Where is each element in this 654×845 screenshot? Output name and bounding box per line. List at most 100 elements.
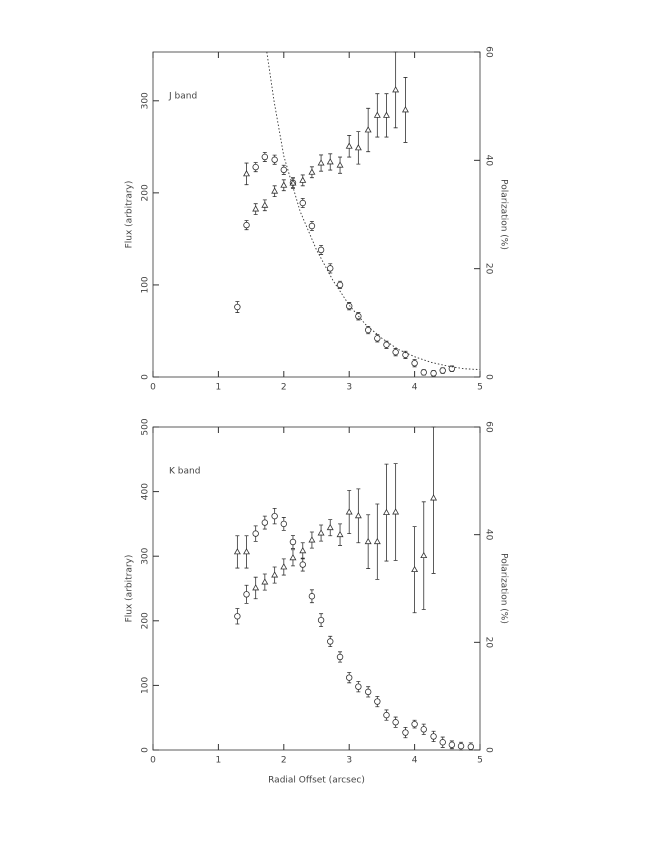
panel-label: J band [168,92,197,102]
polarization-point [364,537,372,545]
polarization-point [299,176,307,183]
polarization-point [401,106,409,113]
x-tick-label: 0 [150,756,156,766]
y-tick-label: 300 [141,547,151,564]
flux-point [234,613,241,620]
flux-point [261,519,269,526]
flux-point [402,729,409,736]
polarization-point [336,161,344,168]
polarization-point [280,563,288,570]
polarization-point [308,168,316,175]
flux-point [383,341,390,348]
flux-point [383,711,390,719]
fit-curve [266,51,481,371]
polarization-point [289,553,297,561]
flux-point [355,683,362,690]
y-tick-label: 200 [141,184,151,201]
y2-tick-label: 60 [484,421,494,433]
y2-tick-label: 20 [484,263,494,275]
flux-point [234,303,241,311]
polarization-point [411,565,419,573]
y-tick-label: 500 [141,418,151,435]
polarization-point [345,508,353,515]
polarization-point [243,548,251,555]
flux-point [411,720,418,728]
x-tick-label: 1 [216,756,222,766]
flux-point [308,222,316,230]
plot-frame [152,426,481,751]
flux-point [346,302,353,310]
x-tick-label: 4 [412,756,418,766]
x-tick-label: 1 [216,383,222,393]
flux-point [374,335,381,342]
polarization-point [252,205,260,212]
flux-point [327,265,334,272]
y-tick-label: 100 [141,276,151,293]
y-tick-label: 300 [141,92,151,109]
x-tick-label: 3 [346,756,352,766]
y-tick-label: 400 [141,483,151,500]
polarization-point [326,523,334,531]
flux-point [430,370,437,377]
polarization-point [354,512,362,519]
flux-point [243,221,250,229]
flux-point [336,281,344,289]
flux-point [448,365,456,372]
flux-point [252,163,259,171]
polarization-point [345,142,353,149]
polarization-point [373,537,381,545]
flux-point [299,561,306,568]
polarization-point [271,187,279,194]
flux-point [392,719,399,726]
polarization-point [364,126,372,133]
polarization-point [373,111,381,118]
polarization-point [336,530,344,538]
panel-label: K band [169,467,200,477]
flux-point [346,674,353,681]
x-axis-label: Radial Offset (arcsec) [268,776,365,786]
flux-point [289,538,297,546]
flux-point [243,591,250,598]
y2-axis-label: Polarization (%) [499,179,509,250]
polarization-point [261,201,269,208]
y2-tick-label: 0 [484,374,494,380]
flux-point [336,653,344,661]
y-tick-label: 100 [141,677,151,694]
polarization-point [420,551,428,559]
flux-point [448,741,456,749]
flux-point [271,512,278,520]
y2-tick-label: 40 [484,529,494,541]
y-tick-label: 0 [141,747,151,753]
polarization-point [382,508,390,515]
y-axis-label: Flux (arbitrary) [125,555,135,623]
polarization-point [317,159,325,166]
polarization-point [299,546,307,554]
flux-point [430,733,437,740]
flux-point [411,359,418,367]
polarization-point [317,529,325,536]
polarization-point [354,144,362,151]
y2-tick-label: 0 [484,747,494,753]
flux-point [439,739,446,746]
flux-point [280,520,287,528]
flux-point [457,742,465,750]
polarization-point [252,584,260,591]
flux-point [280,166,287,174]
flux-point [364,326,372,334]
flux-point [317,616,325,624]
y2-tick-label: 20 [484,637,494,649]
flux-point [420,726,427,733]
polarization-point [243,170,251,177]
polarization-point [382,111,390,118]
y-tick-label: 200 [141,612,151,629]
x-tick-label: 2 [281,756,287,766]
y-tick-label: 0 [141,374,151,380]
flux-point [327,638,334,645]
flux-point [261,153,269,161]
flux-point [439,367,446,374]
x-tick-label: 5 [477,383,483,393]
flux-point [364,688,372,696]
y2-tick-label: 60 [484,46,494,58]
polarization-point [430,494,438,501]
x-tick-label: 4 [412,383,418,393]
